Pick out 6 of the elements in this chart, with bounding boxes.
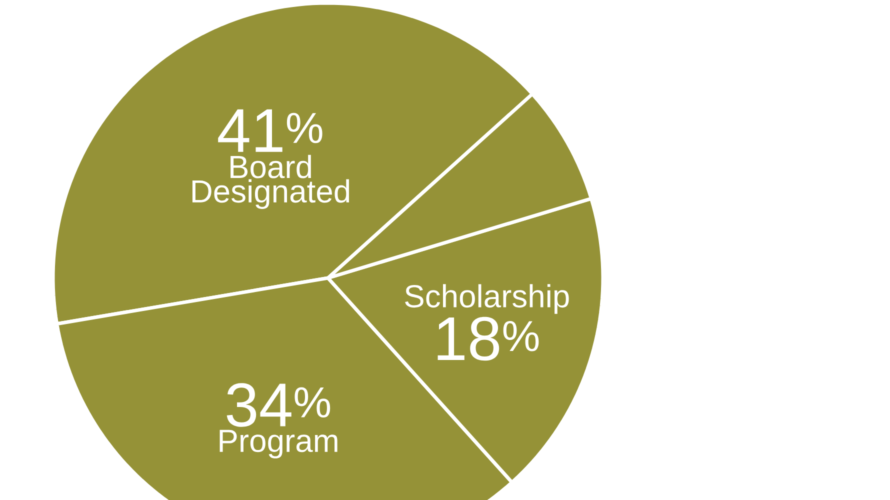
slice-label: Board Designated: [192, 154, 350, 209]
slice-label: Program: [220, 430, 338, 458]
slice-label: Scholarship: [405, 284, 569, 314]
data-label: 34$^{%}$: [226, 383, 330, 427]
data-label: 18$^{%}$: [438, 316, 539, 361]
data-label: 41$^{%}$: [218, 109, 322, 152]
